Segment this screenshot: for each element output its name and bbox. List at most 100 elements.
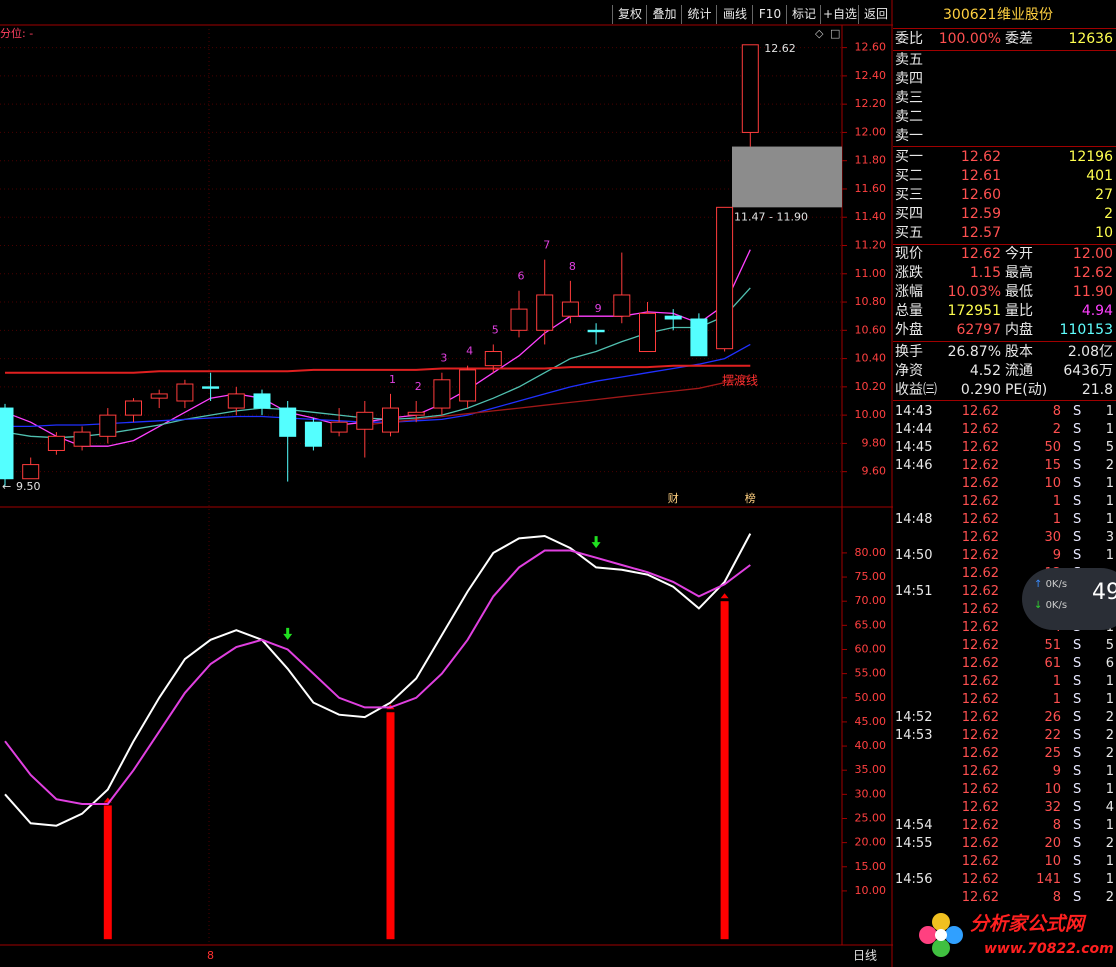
- trade-price: 12.62: [961, 746, 999, 761]
- value: 12.00: [1072, 246, 1113, 262]
- label: 净资: [895, 363, 923, 379]
- trade-side: S: [1073, 638, 1082, 653]
- value: 4.94: [1081, 303, 1113, 319]
- logo-icon: [919, 913, 963, 957]
- trade-price: 12.62: [961, 836, 999, 851]
- trade-side: S: [1073, 494, 1082, 509]
- toolbar-button[interactable]: F10: [752, 5, 787, 24]
- trade-count: 2: [1105, 710, 1114, 725]
- trade-count: 1: [1105, 818, 1114, 833]
- y-tick-label: 11.00: [855, 267, 887, 280]
- y-tick-label: 11.40: [855, 210, 887, 223]
- value: 12.62: [960, 246, 1001, 262]
- value: 12.57: [960, 225, 1001, 241]
- trade-price: 12.62: [961, 458, 999, 473]
- toolbar-button[interactable]: 返回: [858, 5, 893, 24]
- candle-body: [99, 414, 117, 437]
- indicator-line: [4, 549, 751, 805]
- trade-side: S: [1073, 656, 1082, 671]
- trade-volume: 9: [1052, 548, 1061, 563]
- candle-body: [639, 312, 656, 353]
- trade-price: 12.62: [961, 584, 999, 599]
- y-tick-label: 70.00: [855, 594, 887, 607]
- low-label: 9.50: [16, 480, 41, 493]
- y-tick-label: 10.60: [855, 323, 887, 336]
- trade-price: 12.62: [961, 800, 999, 815]
- trade-side: S: [1073, 476, 1082, 491]
- trade-price: 12.62: [961, 512, 999, 527]
- trade-side: S: [1073, 548, 1082, 563]
- trade-count: 5: [1105, 638, 1114, 653]
- label: 收益㈢: [895, 382, 937, 398]
- trade-price: 12.62: [961, 782, 999, 797]
- trade-volume: 1: [1052, 692, 1061, 707]
- trade-time: 14:46: [895, 458, 933, 473]
- speed-down-text: 0K/s: [1045, 600, 1068, 611]
- candle-body: [587, 329, 605, 333]
- value: 2: [1104, 206, 1113, 222]
- value: 2.08亿: [1067, 344, 1113, 360]
- label: 卖二: [895, 109, 923, 125]
- candle-body: [510, 308, 528, 331]
- up-arrow: ↑: [1034, 579, 1046, 590]
- value: 6436万: [1063, 363, 1113, 379]
- x-marker: 8: [207, 949, 214, 962]
- candle-body: [202, 386, 220, 389]
- candle-body: [484, 351, 502, 367]
- toolbar-button[interactable]: 叠加: [646, 5, 682, 24]
- count-label: 7: [543, 239, 550, 252]
- separator: [893, 244, 1116, 245]
- y-tick-label: 55.00: [855, 667, 887, 680]
- indicator-label: 分位: -: [0, 26, 33, 40]
- trade-volume: 15: [1044, 458, 1061, 473]
- trade-count: 1: [1105, 476, 1114, 491]
- trade-volume: 25: [1044, 746, 1061, 761]
- candle-body: [279, 407, 297, 437]
- toolbar-button[interactable]: 复权: [612, 5, 647, 24]
- count-label: 2: [415, 380, 422, 393]
- period: 日线: [853, 949, 877, 963]
- candle-body: [150, 393, 168, 399]
- trade-price: 12.62: [961, 728, 999, 743]
- trade-side: S: [1073, 818, 1082, 833]
- separator: [893, 50, 1116, 51]
- value: 0.290: [960, 382, 1001, 398]
- value: 12.60: [960, 187, 1001, 203]
- trade-count: 1: [1105, 872, 1114, 887]
- value: 172951: [947, 303, 1001, 319]
- high-label: 12.62: [764, 42, 796, 55]
- trade-count: 1: [1105, 404, 1114, 419]
- separator: [893, 146, 1116, 147]
- candle-body: [0, 407, 14, 480]
- trade-side: S: [1073, 674, 1082, 689]
- label: 委比: [895, 31, 923, 47]
- toolbar-button[interactable]: +自选: [820, 5, 859, 24]
- separator: [893, 400, 1116, 401]
- line-label: 摆渡线: [722, 373, 758, 388]
- trade-price: 12.62: [961, 422, 999, 437]
- trade-volume: 20: [1044, 836, 1061, 851]
- y-tick-label: 30.00: [855, 787, 887, 800]
- logo: [918, 912, 964, 958]
- trade-price: 12.62: [961, 638, 999, 653]
- toolbar-button[interactable]: 画线: [716, 5, 753, 24]
- trade-side: S: [1073, 512, 1082, 527]
- icon: □: [830, 27, 840, 40]
- toolbar-button[interactable]: 标记: [786, 5, 821, 24]
- trade-volume: 30: [1044, 530, 1061, 545]
- label: 最高: [1005, 265, 1033, 281]
- trade-side: S: [1073, 746, 1082, 761]
- label: 涨幅: [895, 284, 923, 300]
- trade-side: S: [1073, 890, 1082, 905]
- value: 10: [1095, 225, 1113, 241]
- candle-body: [253, 393, 271, 409]
- trade-price: 12.62: [961, 548, 999, 563]
- candle-body: [227, 393, 245, 409]
- y-tick-label: 50.00: [855, 691, 887, 704]
- trade-volume: 22: [1044, 728, 1061, 743]
- toolbar-button[interactable]: 统计: [681, 5, 717, 24]
- value: 27: [1095, 187, 1113, 203]
- trade-volume: 1: [1052, 674, 1061, 689]
- speed-widget[interactable]: ↑ 0K/s ↓ 0K/s 49: [1022, 568, 1116, 630]
- trade-time: 14:52: [895, 710, 933, 725]
